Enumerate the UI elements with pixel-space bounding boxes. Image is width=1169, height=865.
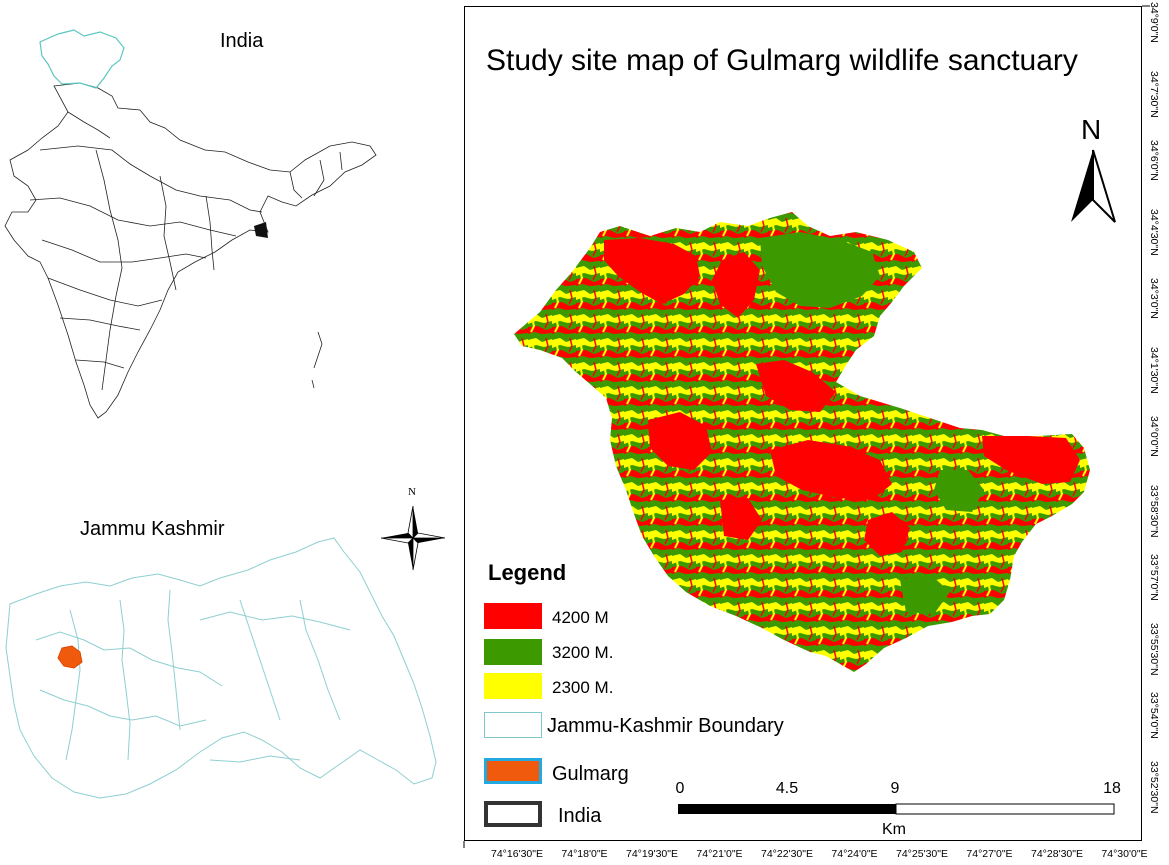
longitude-label: 74°19'30"E <box>626 848 678 860</box>
compass-north-label: N <box>408 486 416 498</box>
legend-swatch-4200 <box>484 603 542 629</box>
legend-label-gulmarg: Gulmarg <box>552 763 629 785</box>
jk-inset-map <box>5 537 437 799</box>
longitude-label: 74°27'0"E <box>966 848 1013 860</box>
longitude-label: 74°22'30"E <box>761 848 813 860</box>
longitude-label: 74°16'30"E <box>491 848 543 860</box>
legend-label-3200: 3200 M. <box>552 643 614 662</box>
latitude-label: 34°3'0"N <box>1148 278 1160 319</box>
legend-swatch-india <box>484 801 542 827</box>
jk-region-highlight <box>39 29 125 89</box>
latitude-label: 34°9'0"N <box>1148 2 1160 43</box>
latitude-label: 34°0'0"N <box>1148 416 1160 457</box>
north-arrow-label: N <box>1081 114 1102 145</box>
jk-inset-title: Jammu Kashmir <box>80 518 225 540</box>
scale-tick-0: 0 <box>675 780 685 797</box>
legend-swatch-jk-boundary <box>484 712 542 738</box>
scale-tick-9: 9 <box>890 780 900 797</box>
scale-tick-4-5: 4.5 <box>775 780 799 797</box>
legend-label-2300: 2300 M. <box>552 678 614 697</box>
legend-label-4200: 4200 M <box>552 608 609 627</box>
scale-bar <box>678 803 1115 815</box>
legend-title: Legend <box>488 560 567 585</box>
latitude-label: 34°4'30"N <box>1148 209 1160 256</box>
islands <box>311 331 323 389</box>
latitude-label: 33°54'0"N <box>1148 692 1160 739</box>
legend-swatch-3200 <box>484 639 542 665</box>
latitude-label: 33°55'30"N <box>1148 623 1160 676</box>
legend-label-jk-boundary: Jammu-Kashmir Boundary <box>547 715 784 737</box>
latitude-label: 33°57'0"N <box>1148 554 1160 601</box>
longitude-label: 74°21'0"E <box>696 848 743 860</box>
inset-maps <box>4 29 446 799</box>
legend-label-india: India <box>558 805 602 827</box>
india-inset-title: India <box>220 30 264 52</box>
latitude-label: 34°7'30"N <box>1148 71 1160 118</box>
latitude-label: 34°1'30"N <box>1148 347 1160 394</box>
latitude-label: 33°52'30"N <box>1148 761 1160 814</box>
longitude-label: 74°28'30"E <box>1031 848 1083 860</box>
north-arrow-icon <box>1071 149 1116 223</box>
india-inset-map <box>4 82 377 419</box>
longitude-label: 74°25'30"E <box>896 848 948 860</box>
longitude-label: 74°24'0"E <box>831 848 878 860</box>
latitude-label: 34°6'0"N <box>1148 140 1160 181</box>
longitude-label: 74°30'0"E <box>1101 848 1148 860</box>
longitude-label: 74°18'0"E <box>561 848 608 860</box>
scale-tick-18: 18 <box>1103 780 1121 797</box>
bangladesh-hatch <box>254 222 268 238</box>
main-map-frame <box>464 6 1142 841</box>
compass-rose-icon <box>380 505 446 571</box>
legend-swatch-gulmarg <box>484 758 542 784</box>
latitude-label: 33°58'30"N <box>1148 485 1160 538</box>
mid-elevation-zones <box>760 232 984 614</box>
legend-swatch-2300 <box>484 673 542 699</box>
map-title: Study site map of Gulmarg wildlife sanct… <box>486 44 1078 77</box>
high-elevation-zones <box>604 238 1080 556</box>
graticule-ticks <box>463 5 1150 848</box>
scale-unit: Km <box>882 821 906 838</box>
gulmarg-location <box>57 645 83 669</box>
